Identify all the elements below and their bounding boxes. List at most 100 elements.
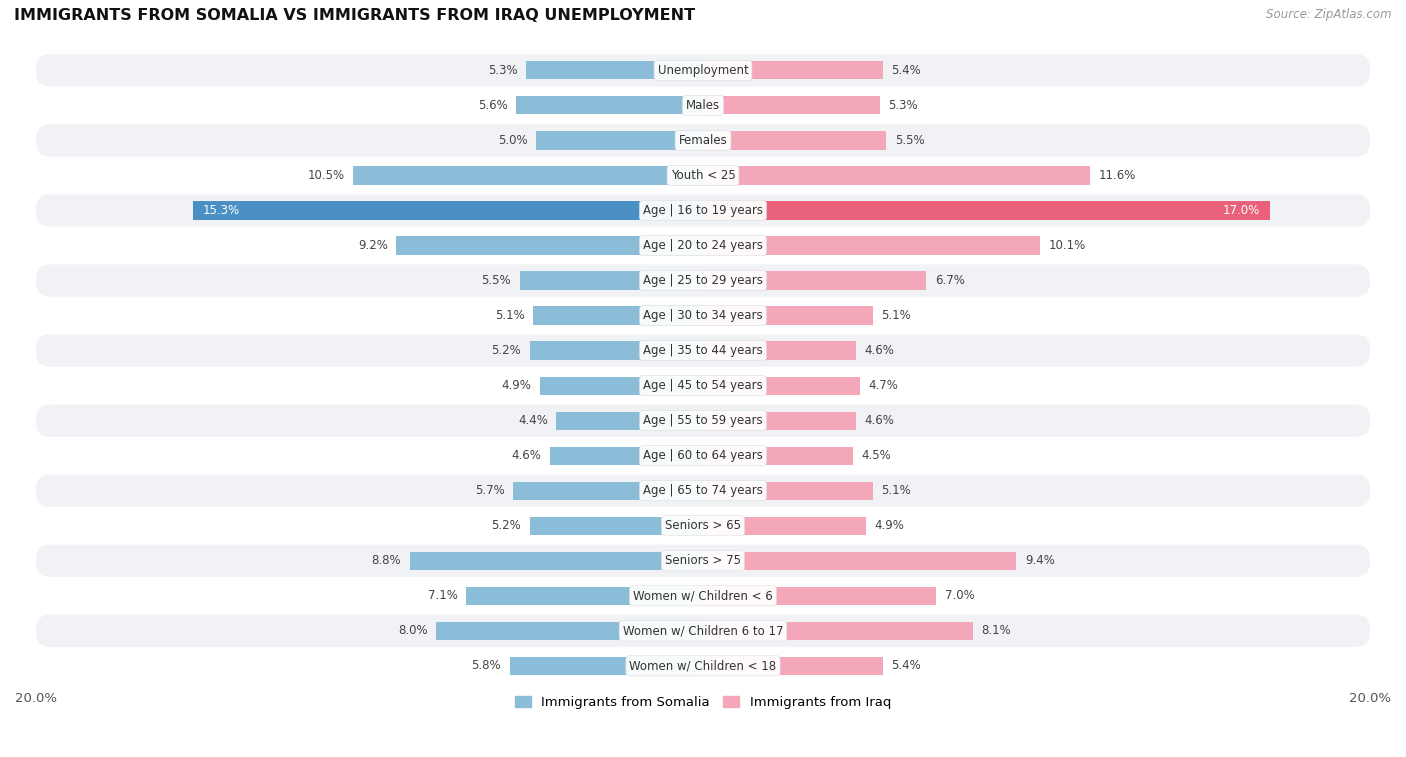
Bar <box>703 412 856 430</box>
Bar <box>703 481 873 500</box>
FancyBboxPatch shape <box>37 650 1369 682</box>
Text: 5.1%: 5.1% <box>882 309 911 322</box>
Text: 5.4%: 5.4% <box>891 659 921 672</box>
Text: IMMIGRANTS FROM SOMALIA VS IMMIGRANTS FROM IRAQ UNEMPLOYMENT: IMMIGRANTS FROM SOMALIA VS IMMIGRANTS FR… <box>14 8 695 23</box>
Text: 8.1%: 8.1% <box>981 625 1011 637</box>
Bar <box>703 201 1270 220</box>
Text: 4.6%: 4.6% <box>865 414 894 427</box>
FancyBboxPatch shape <box>37 615 1369 647</box>
Text: 7.0%: 7.0% <box>945 589 974 603</box>
Text: 6.7%: 6.7% <box>935 274 965 287</box>
Bar <box>703 341 856 360</box>
Text: Age | 20 to 24 years: Age | 20 to 24 years <box>643 239 763 252</box>
Text: 11.6%: 11.6% <box>1098 169 1136 182</box>
Bar <box>353 167 703 185</box>
Text: Females: Females <box>679 134 727 147</box>
FancyBboxPatch shape <box>37 509 1369 542</box>
Bar <box>520 272 703 290</box>
Text: 5.0%: 5.0% <box>498 134 527 147</box>
Text: 5.8%: 5.8% <box>471 659 501 672</box>
Text: Males: Males <box>686 99 720 112</box>
Text: 5.5%: 5.5% <box>482 274 512 287</box>
Text: 4.9%: 4.9% <box>875 519 904 532</box>
Bar <box>550 447 703 465</box>
Bar <box>557 412 703 430</box>
Text: 10.1%: 10.1% <box>1047 239 1085 252</box>
FancyBboxPatch shape <box>37 89 1369 122</box>
Text: 9.2%: 9.2% <box>359 239 388 252</box>
Text: 5.4%: 5.4% <box>891 64 921 77</box>
Bar <box>703 657 883 675</box>
Text: 5.3%: 5.3% <box>889 99 918 112</box>
Text: 5.7%: 5.7% <box>475 484 505 497</box>
Bar <box>703 272 927 290</box>
Bar <box>516 96 703 114</box>
Legend: Immigrants from Somalia, Immigrants from Iraq: Immigrants from Somalia, Immigrants from… <box>510 691 896 715</box>
Text: 4.9%: 4.9% <box>502 379 531 392</box>
Bar <box>703 376 859 394</box>
Bar <box>509 657 703 675</box>
Bar <box>703 587 936 605</box>
Text: 4.6%: 4.6% <box>865 344 894 357</box>
Bar <box>703 61 883 79</box>
Bar <box>396 236 703 254</box>
Bar <box>703 552 1017 570</box>
Text: Women w/ Children < 6: Women w/ Children < 6 <box>633 589 773 603</box>
Text: Women w/ Children < 18: Women w/ Children < 18 <box>630 659 776 672</box>
Text: Seniors > 65: Seniors > 65 <box>665 519 741 532</box>
Text: 4.4%: 4.4% <box>517 414 548 427</box>
Bar <box>703 447 853 465</box>
Text: 5.1%: 5.1% <box>495 309 524 322</box>
Text: 5.1%: 5.1% <box>882 484 911 497</box>
Text: 5.5%: 5.5% <box>894 134 924 147</box>
Bar <box>703 236 1040 254</box>
Text: 4.6%: 4.6% <box>512 449 541 463</box>
FancyBboxPatch shape <box>37 544 1369 577</box>
FancyBboxPatch shape <box>37 124 1369 157</box>
Bar <box>703 516 866 535</box>
Text: 8.0%: 8.0% <box>398 625 427 637</box>
Text: Age | 55 to 59 years: Age | 55 to 59 years <box>643 414 763 427</box>
Bar <box>703 131 886 150</box>
Text: Unemployment: Unemployment <box>658 64 748 77</box>
FancyBboxPatch shape <box>37 440 1369 472</box>
Bar <box>513 481 703 500</box>
Bar <box>530 341 703 360</box>
Text: 4.5%: 4.5% <box>862 449 891 463</box>
Bar <box>467 587 703 605</box>
FancyBboxPatch shape <box>37 475 1369 506</box>
FancyBboxPatch shape <box>37 404 1369 437</box>
Text: 5.6%: 5.6% <box>478 99 508 112</box>
Bar <box>526 61 703 79</box>
Text: 8.8%: 8.8% <box>371 554 401 567</box>
Bar <box>409 552 703 570</box>
FancyBboxPatch shape <box>37 159 1369 192</box>
Text: 9.4%: 9.4% <box>1025 554 1054 567</box>
FancyBboxPatch shape <box>37 335 1369 366</box>
Text: Age | 65 to 74 years: Age | 65 to 74 years <box>643 484 763 497</box>
Text: Youth < 25: Youth < 25 <box>671 169 735 182</box>
Text: Source: ZipAtlas.com: Source: ZipAtlas.com <box>1267 8 1392 20</box>
Text: 5.2%: 5.2% <box>492 344 522 357</box>
Text: Women w/ Children 6 to 17: Women w/ Children 6 to 17 <box>623 625 783 637</box>
Bar <box>540 376 703 394</box>
FancyBboxPatch shape <box>37 369 1369 402</box>
Text: Age | 25 to 29 years: Age | 25 to 29 years <box>643 274 763 287</box>
Bar <box>436 621 703 640</box>
Bar <box>530 516 703 535</box>
Bar <box>703 621 973 640</box>
Text: 10.5%: 10.5% <box>308 169 344 182</box>
Bar <box>193 201 703 220</box>
Text: 4.7%: 4.7% <box>868 379 898 392</box>
FancyBboxPatch shape <box>37 300 1369 332</box>
Text: 5.3%: 5.3% <box>488 64 517 77</box>
Text: 17.0%: 17.0% <box>1223 204 1260 217</box>
Bar <box>703 307 873 325</box>
Text: 5.2%: 5.2% <box>492 519 522 532</box>
FancyBboxPatch shape <box>37 264 1369 297</box>
Text: Age | 35 to 44 years: Age | 35 to 44 years <box>643 344 763 357</box>
FancyBboxPatch shape <box>37 55 1369 86</box>
Text: Age | 30 to 34 years: Age | 30 to 34 years <box>643 309 763 322</box>
Bar <box>703 96 880 114</box>
Text: Age | 16 to 19 years: Age | 16 to 19 years <box>643 204 763 217</box>
